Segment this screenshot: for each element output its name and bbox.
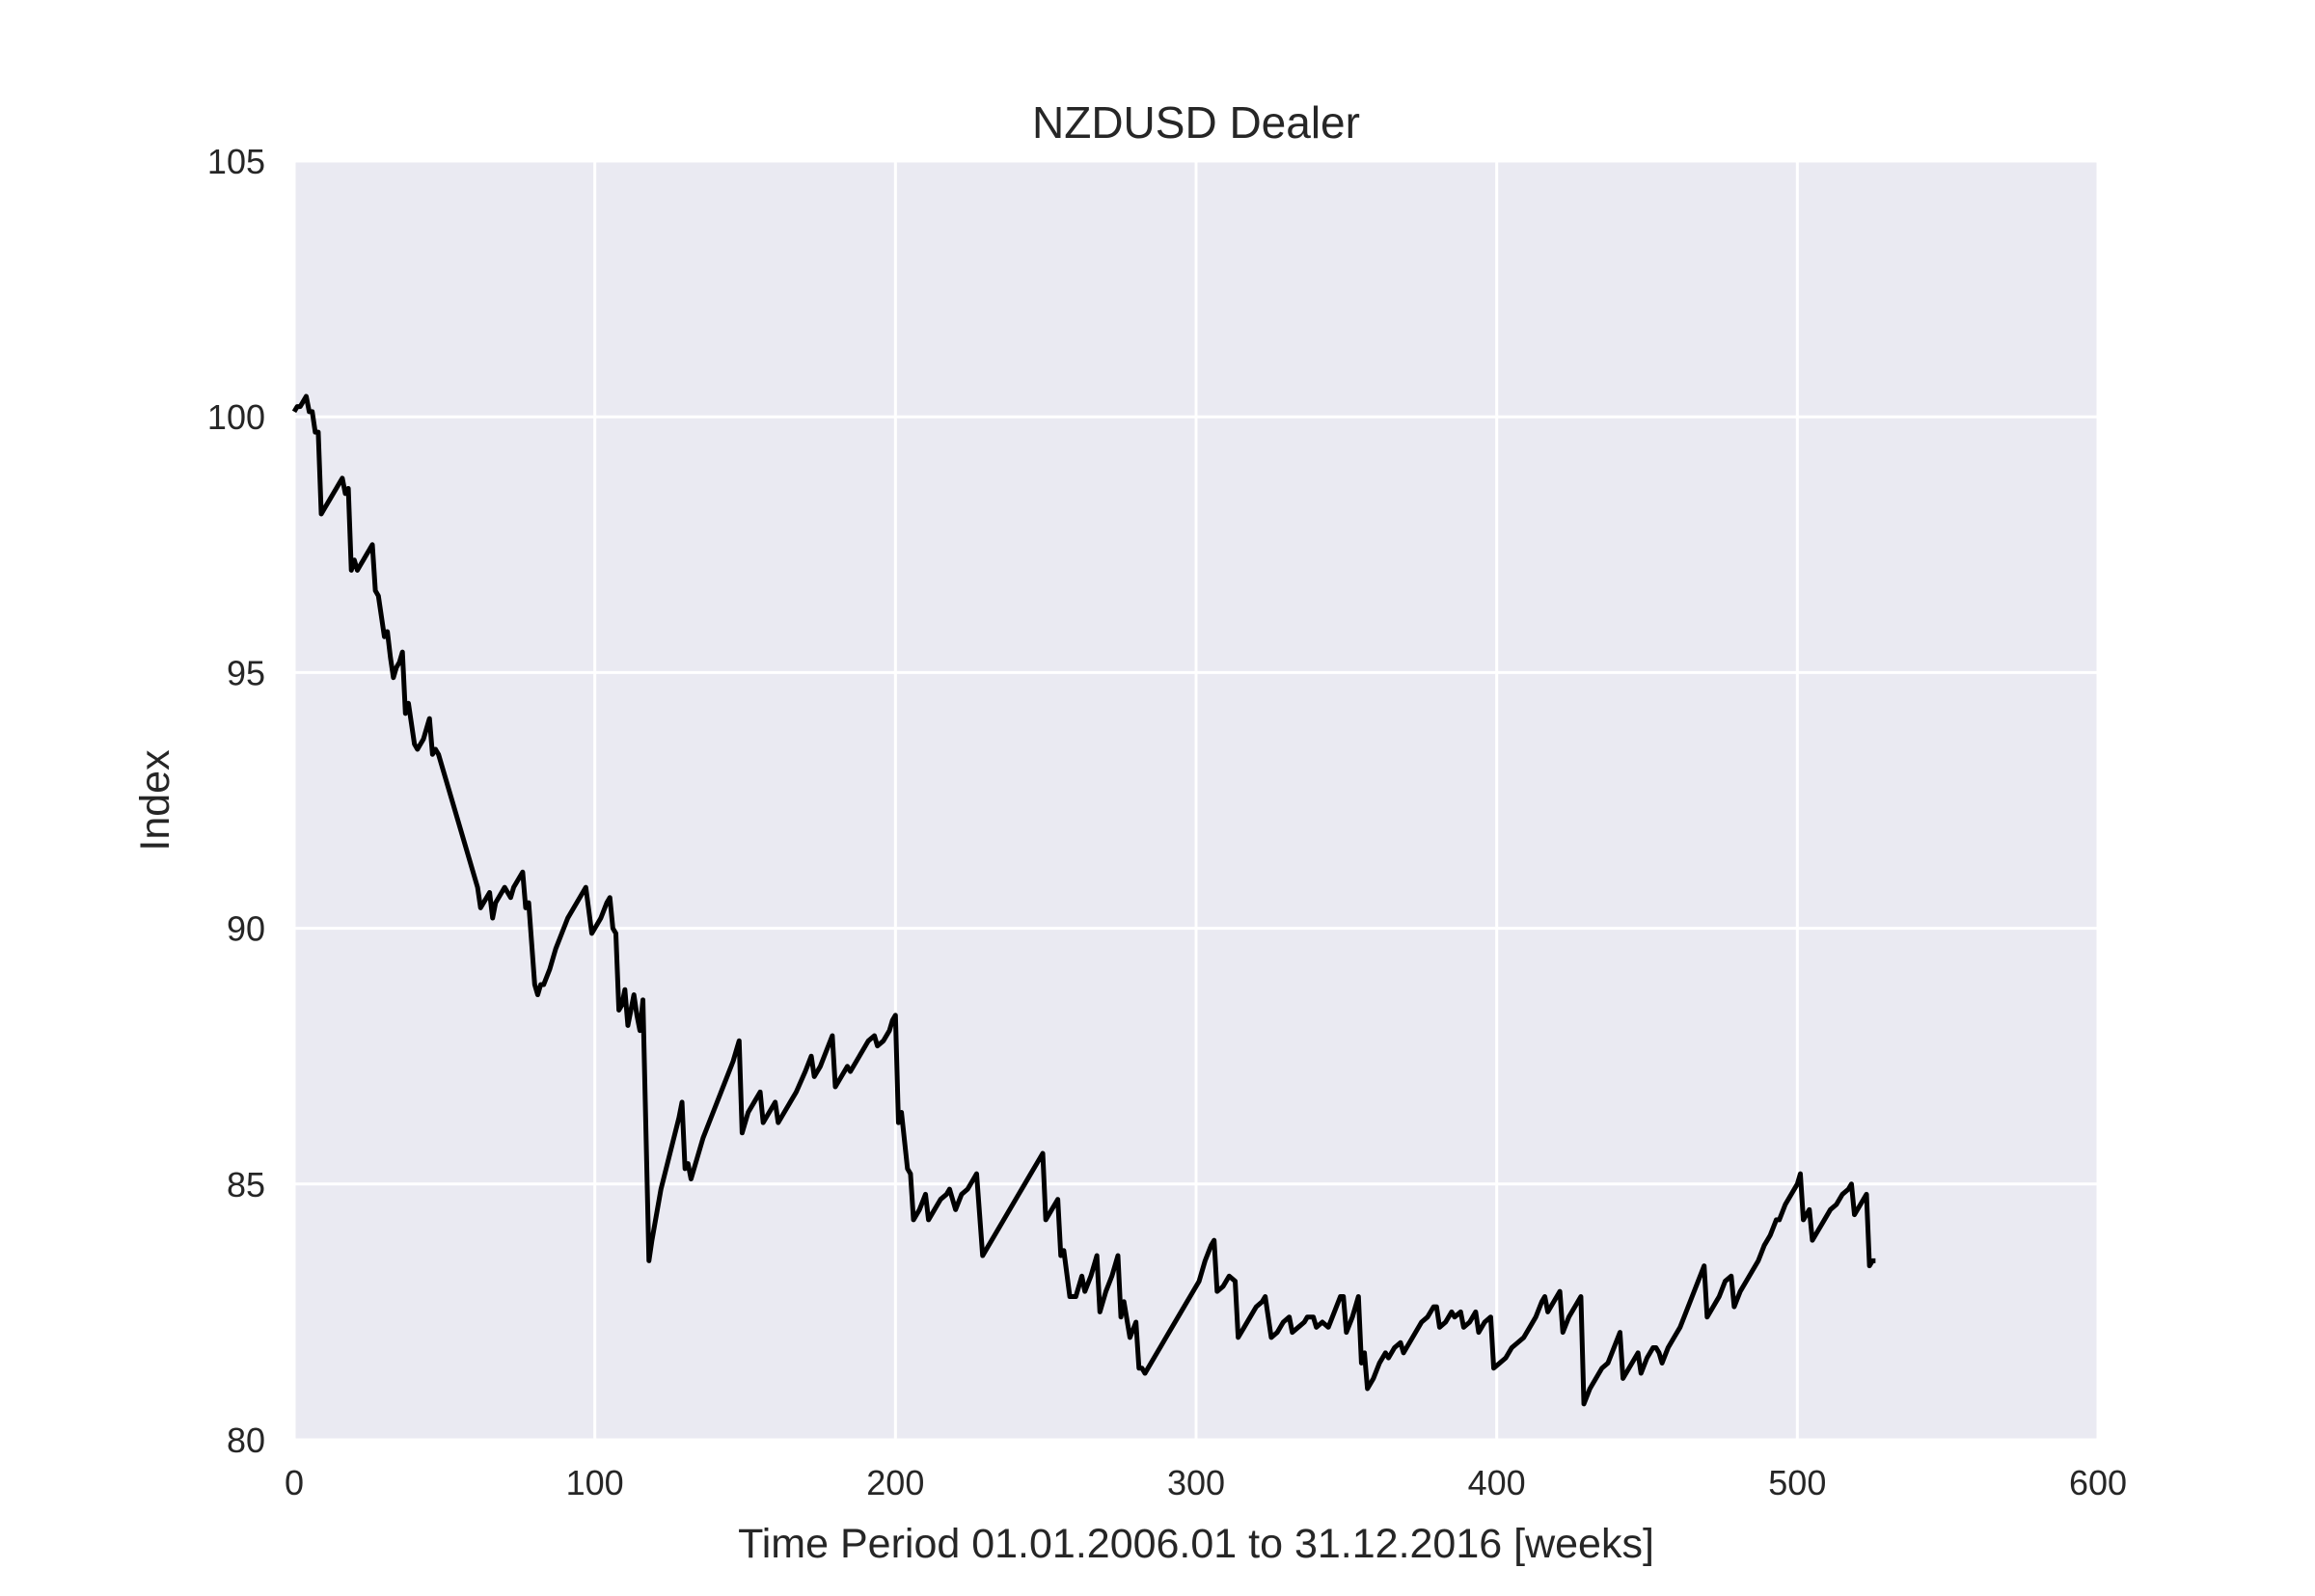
data-layer [291,393,1876,1407]
grid-lines [292,159,2100,1442]
y-tick-label: 85 [227,1165,265,1204]
y-axis-label: Index [132,749,178,852]
x-tick-label: 400 [1468,1463,1526,1502]
x-tick-label: 0 [285,1463,304,1502]
x-tick-label: 500 [1768,1463,1826,1502]
y-tick-label: 80 [227,1420,265,1460]
x-axis-label: Time Period 01.01.2006.01 to 31.12.2016 … [738,1521,1654,1567]
y-tick-label: 90 [227,909,265,949]
x-tick-label: 200 [866,1463,924,1502]
y-tick-label: 95 [227,653,265,692]
y-axis-ticks: 80 85 90 95 100 105 [207,142,265,1460]
chart-title: NZDUSD Dealer [1032,97,1360,148]
x-tick-label: 600 [2069,1463,2127,1502]
x-tick-label: 300 [1167,1463,1225,1502]
x-axis-ticks: 0 100 200 300 400 500 600 [285,1463,2127,1502]
series-line-0 [291,393,1876,1407]
y-tick-label: 105 [207,142,265,181]
x-tick-label: 100 [566,1463,624,1502]
y-tick-label: 100 [207,397,265,437]
